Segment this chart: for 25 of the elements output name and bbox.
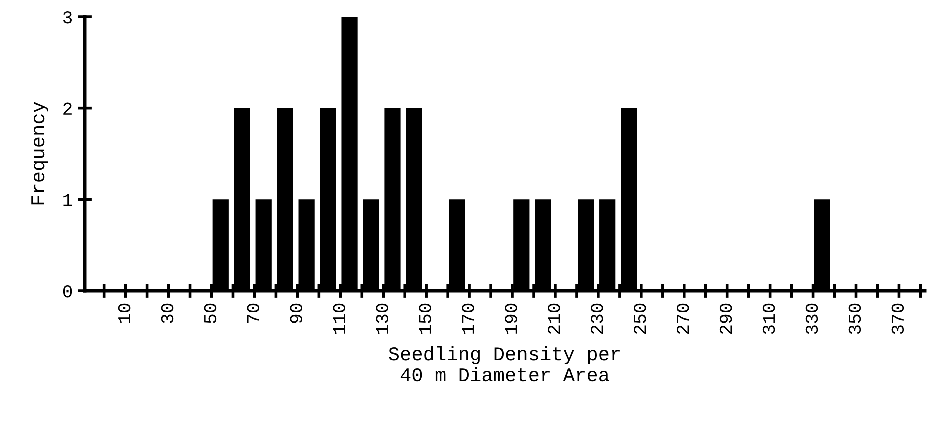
- y-tick-label: 2: [64, 102, 72, 115]
- x-tick-label: 330: [806, 304, 818, 334]
- x-tick-label: 190: [505, 304, 518, 334]
- x-tick-label: 210: [548, 304, 560, 334]
- x-tick-label: 150: [419, 304, 432, 334]
- x-tick-label: 130: [376, 304, 388, 334]
- y-tick-label: 1: [64, 194, 72, 206]
- x-tick-label: 70: [247, 304, 260, 324]
- x-tick-label: 250: [634, 304, 646, 334]
- x-tick-label: 310: [762, 304, 776, 334]
- y-tick-label: 3: [63, 11, 72, 24]
- x-tick-label: 110: [333, 304, 346, 334]
- x-tick-label: 170: [462, 304, 474, 334]
- y-axis-title: Frequency: [32, 102, 48, 205]
- x-tick-label: 350: [848, 304, 862, 334]
- x-tick-label: 270: [676, 304, 690, 334]
- x-tick-label: 230: [591, 304, 604, 334]
- x-axis-title: Seedling Density per 40 m Diameter Area: [389, 346, 620, 382]
- x-tick-label: 50: [204, 304, 217, 324]
- x-tick-label: 30: [161, 304, 174, 324]
- y-tick-label: 0: [63, 285, 72, 298]
- x-tick-label: 90: [290, 304, 303, 324]
- x-tick-label: 370: [892, 304, 904, 334]
- x-tick-label: 290: [720, 304, 732, 334]
- x-tick-label: 10: [118, 304, 131, 324]
